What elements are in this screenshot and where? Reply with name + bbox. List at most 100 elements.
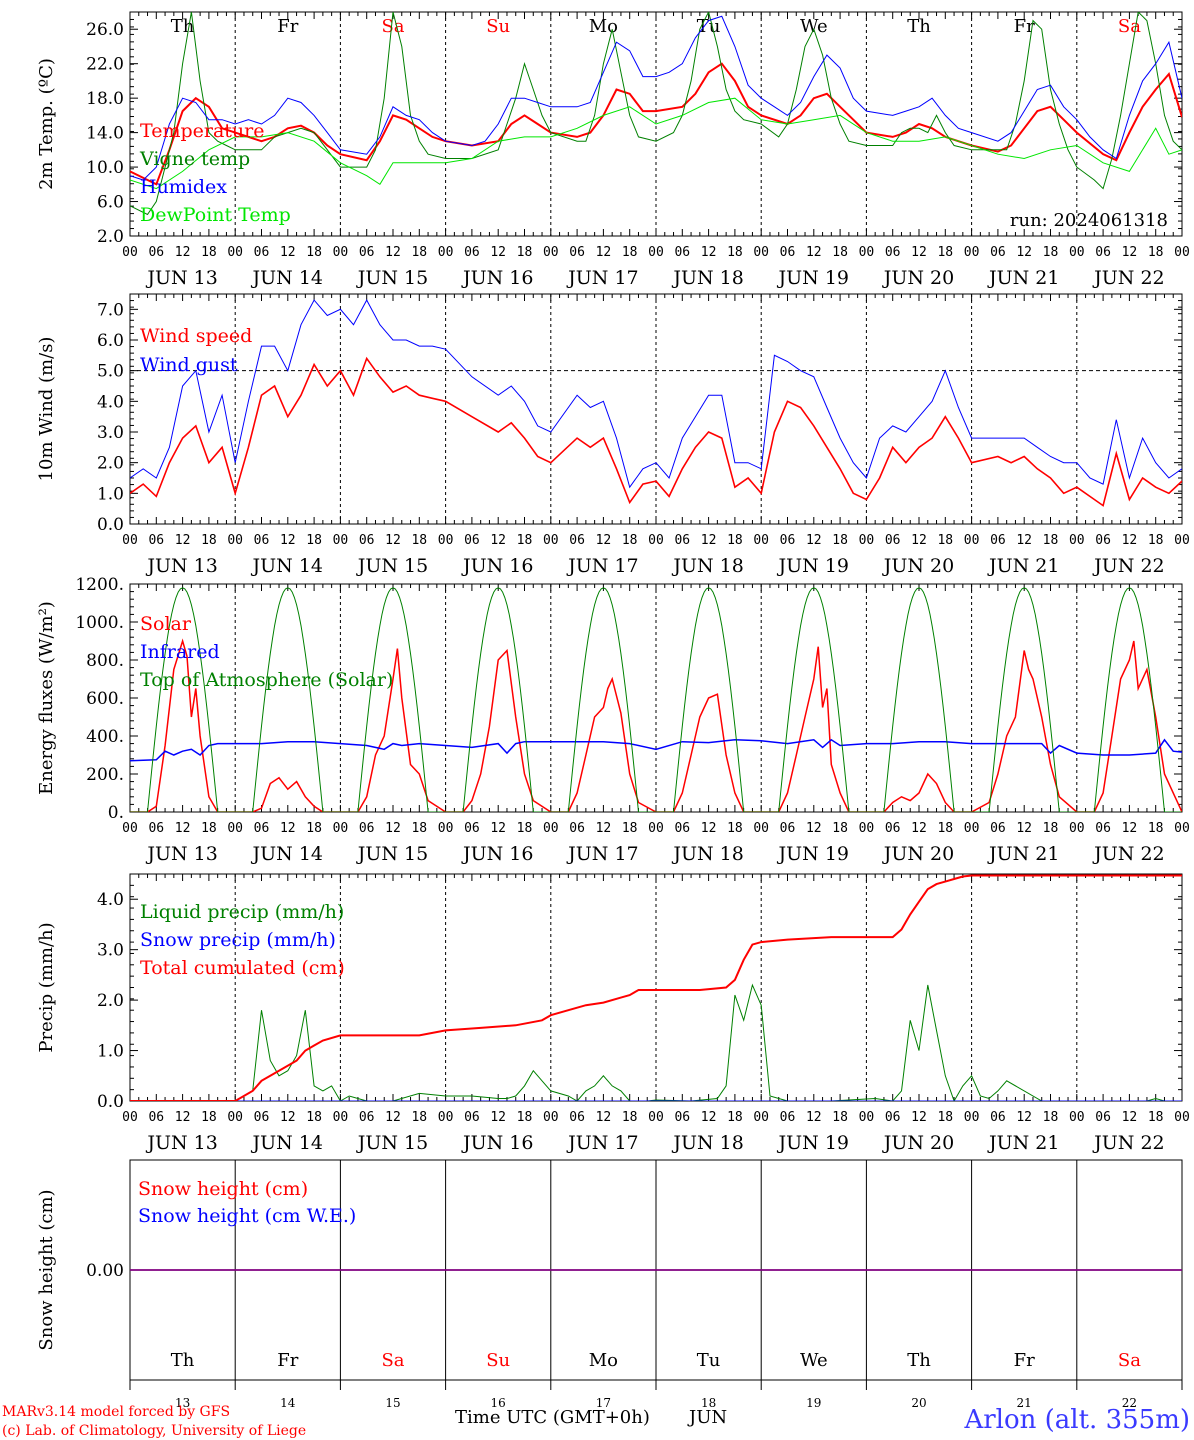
weekday-label: Sa — [1118, 16, 1141, 37]
hour-tick-label: 06 — [359, 533, 375, 548]
x-axis-month: JUN — [687, 1407, 727, 1428]
hour-tick-label: 18 — [937, 821, 953, 836]
hour-tick-label: 18 — [201, 1110, 217, 1125]
date-label: JUN 13 — [145, 555, 217, 577]
hour-tick-label: 06 — [359, 245, 375, 260]
hour-tick-label: 12 — [385, 821, 401, 836]
hour-tick-label: 12 — [490, 821, 506, 836]
hour-tick-label: 18 — [517, 245, 533, 260]
hour-tick-label: 00 — [1174, 245, 1190, 260]
hour-tick-label: 00 — [227, 821, 243, 836]
hour-tick-label: 12 — [806, 245, 822, 260]
date-label: JUN 15 — [356, 267, 428, 289]
hour-tick-label: 18 — [306, 1110, 322, 1125]
hour-tick-label: 00 — [964, 533, 980, 548]
weekday-label: Fr — [277, 1350, 298, 1371]
hour-tick-label: 12 — [701, 533, 717, 548]
hour-tick-label: 18 — [411, 533, 427, 548]
hour-tick-label: 06 — [780, 533, 796, 548]
hour-tick-label: 00 — [543, 821, 559, 836]
hour-tick-label: 06 — [885, 821, 901, 836]
date-label: JUN 14 — [251, 555, 323, 577]
hour-tick-label: 06 — [674, 821, 690, 836]
hour-tick-label: 18 — [622, 533, 638, 548]
date-label: JUN 14 — [251, 843, 323, 865]
y-tick-label: 0.0 — [97, 515, 124, 535]
y-tick-label: 18.0 — [86, 89, 124, 109]
hour-tick-label: 06 — [254, 1110, 270, 1125]
legend-entry: Total cumulated (cm) — [140, 957, 345, 979]
hour-tick-label: 18 — [517, 533, 533, 548]
panel-precip: 0.0 1.0 2.0 3.0 4.0 Precip (mm/h) 00 06 12 18 00 06… — [36, 873, 1190, 1154]
hour-tick-label: 12 — [911, 245, 927, 260]
hour-tick-label: 12 — [175, 1110, 191, 1125]
legend-entry: Temperature — [140, 120, 264, 142]
date-label: JUN 20 — [882, 555, 954, 577]
date-label: JUN 14 — [251, 267, 323, 289]
weekday-label: Fr — [1014, 16, 1035, 37]
hour-tick-label: 00 — [333, 533, 349, 548]
hour-tick-label: 06 — [569, 1110, 585, 1125]
hour-tick-label: 12 — [701, 245, 717, 260]
hour-tick-label: 12 — [911, 533, 927, 548]
hour-tick-label: 00 — [753, 533, 769, 548]
hour-tick-label: 18 — [517, 1110, 533, 1125]
y-tick-label: 200. — [86, 765, 124, 785]
y-tick-label: 26.0 — [86, 20, 124, 40]
hour-tick-label: 06 — [885, 533, 901, 548]
hour-tick-label: 00 — [859, 245, 875, 260]
legend-entry: Snow height (cm W.E.) — [138, 1205, 356, 1227]
day-number-label: 17 — [596, 1396, 611, 1410]
weekday-label: Mo — [589, 1350, 618, 1371]
credit-line-2: (c) Lab. of Climatology, University of L… — [2, 1423, 306, 1439]
day-number-label: 13 — [175, 1396, 190, 1410]
hour-tick-label: 12 — [1016, 245, 1032, 260]
series-line-wind-speed — [130, 356, 1182, 507]
date-label: JUN 15 — [356, 843, 428, 865]
date-label: JUN 22 — [1092, 555, 1164, 577]
date-label: JUN 21 — [987, 843, 1059, 865]
hour-tick-label: 06 — [885, 1110, 901, 1125]
hour-tick-label: 12 — [596, 245, 612, 260]
hour-tick-label: 12 — [1122, 533, 1138, 548]
hour-tick-label: 06 — [254, 533, 270, 548]
hour-tick-label: 00 — [438, 533, 454, 548]
hour-tick-label: 06 — [1095, 1110, 1111, 1125]
hour-tick-label: 06 — [148, 245, 164, 260]
hour-tick-label: 00 — [859, 1110, 875, 1125]
y-tick-label: 14.0 — [86, 124, 124, 144]
series-line-humidex — [130, 15, 1182, 181]
hour-tick-label: 00 — [1069, 245, 1085, 260]
hour-tick-label: 00 — [227, 1110, 243, 1125]
date-label: JUN 21 — [987, 555, 1059, 577]
weekday-label: We — [800, 1350, 828, 1371]
y-tick-label: 22.0 — [86, 55, 124, 75]
hour-tick-label: 12 — [280, 533, 296, 548]
weekday-label: Su — [486, 16, 510, 37]
hour-tick-label: 12 — [806, 533, 822, 548]
hour-tick-label: 06 — [464, 821, 480, 836]
weekday-label: Mo — [589, 16, 618, 37]
hour-tick-label: 00 — [1069, 1110, 1085, 1125]
hour-tick-label: 00 — [333, 245, 349, 260]
y-tick-label: 5.0 — [97, 362, 124, 382]
hour-tick-label: 12 — [1016, 1110, 1032, 1125]
weekday-label: Sa — [1118, 1350, 1141, 1371]
hour-tick-label: 00 — [753, 1110, 769, 1125]
y-tick-label: 2.0 — [97, 227, 124, 247]
date-label: JUN 19 — [777, 1132, 849, 1154]
date-label: JUN 18 — [671, 843, 743, 865]
hour-tick-label: 12 — [806, 821, 822, 836]
hour-tick-label: 06 — [569, 533, 585, 548]
credit-line-1: MARv3.14 model forced by GFS — [2, 1404, 230, 1420]
weekday-label: Sa — [381, 16, 404, 37]
date-label: JUN 15 — [356, 555, 428, 577]
y-tick-label: 3.0 — [97, 423, 124, 443]
hour-tick-label: 18 — [832, 245, 848, 260]
hour-tick-label: 00 — [227, 533, 243, 548]
y-tick-label: 3.0 — [97, 941, 124, 961]
date-label: JUN 13 — [145, 843, 217, 865]
y-tick-label: 400. — [86, 727, 124, 747]
hour-tick-label: 12 — [1122, 821, 1138, 836]
legend-entry: Liquid precip (mm/h) — [140, 901, 344, 923]
